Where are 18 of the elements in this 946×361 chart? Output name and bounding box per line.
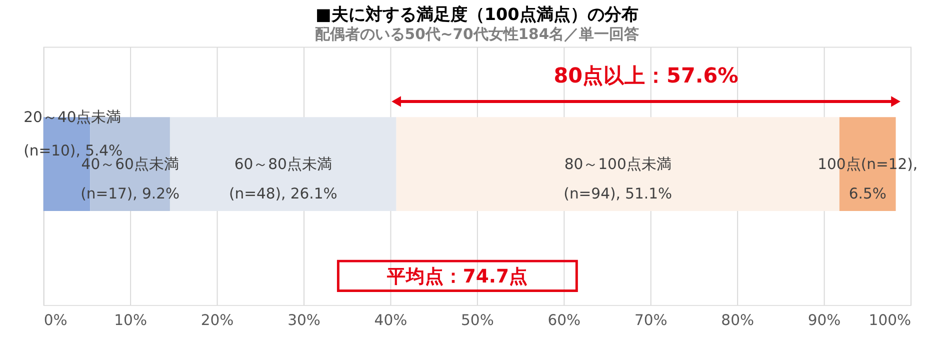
x-tick-label: 80% — [721, 312, 754, 330]
x-tick-label: 30% — [288, 312, 320, 330]
x-tick-label: 50% — [461, 312, 494, 330]
x-tick-label: 0% — [44, 312, 68, 330]
x-tick-label: 100% — [868, 312, 912, 330]
x-tick-label: 20% — [200, 312, 234, 330]
x-tick-label: 60% — [548, 312, 581, 330]
annotation: 平均点：74.7点 — [386, 265, 528, 288]
data-label: 40～60点未満 (n=17), 9.2% — [80, 156, 180, 203]
data-label: 80～100点未満 (n=94), 51.1% — [564, 156, 672, 203]
data-label: 60～80点未満 (n=48), 26.1% — [228, 156, 338, 203]
annotation: 80点以上：57.6% — [554, 63, 739, 88]
x-tick-label: 40% — [374, 312, 408, 330]
x-tick-label: 10% — [114, 312, 147, 330]
chart-subtitle: 配偶者のいる50代~70代女性184名／単一回答 — [314, 26, 640, 43]
x-tick-label: 90% — [808, 312, 841, 330]
chart-title: ■夫に対する満足度（100点満点）の分布 — [316, 4, 638, 24]
x-tick-label: 70% — [634, 312, 668, 330]
